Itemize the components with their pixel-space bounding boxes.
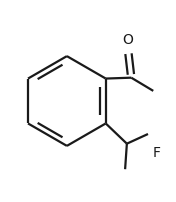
Text: F: F (153, 146, 161, 160)
Text: O: O (123, 33, 134, 46)
